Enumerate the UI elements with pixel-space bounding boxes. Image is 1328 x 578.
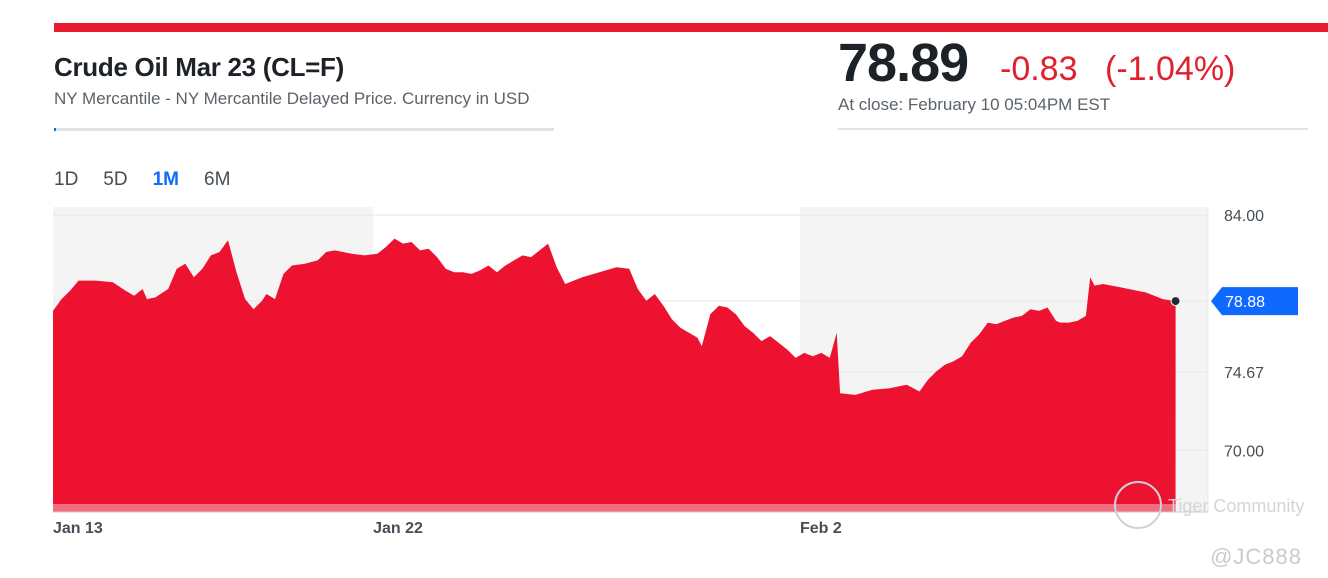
volume-band [53,504,1176,512]
y-tick-label-2: 70.00 [1224,443,1264,460]
close-time: At close: February 10 05:04PM EST [838,95,1111,114]
last-price: 78.89 [838,33,969,93]
last-point-marker [1170,296,1181,307]
price-callout-tag [1211,287,1298,316]
range-1d[interactable]: 1D [54,169,79,190]
range-5d[interactable]: 5D [103,169,128,190]
price-change: -0.83 [1000,50,1078,88]
header-divider-right [838,128,1308,130]
header-divider-left [54,128,554,131]
range-selector: 1D 5D 1M 6M [54,169,255,191]
price-area-series [53,238,1176,512]
y-tick-label-0: 84.00 [1224,208,1264,225]
x-tick-label-2: Feb 2 [800,520,842,537]
watermark-brand: Tiger Community [1168,496,1305,516]
watermark-user: @JC888 [1210,544,1302,569]
exchange-subtitle: NY Mercantile - NY Mercantile Delayed Pr… [54,89,530,108]
page-title: Crude Oil Mar 23 (CL=F) [54,52,344,82]
range-1m[interactable]: 1M [152,169,179,190]
y-tick-label-1: 74.67 [1224,365,1264,382]
header-accent-bar [54,23,1328,32]
watermark-logo-icon [1114,481,1162,529]
range-6m[interactable]: 6M [204,169,231,190]
price-change-percent: (-1.04%) [1105,50,1236,88]
x-tick-label-1: Jan 22 [373,520,423,537]
price-callout-label: 78.88 [1225,294,1265,311]
x-tick-label-0: Jan 13 [53,520,103,537]
